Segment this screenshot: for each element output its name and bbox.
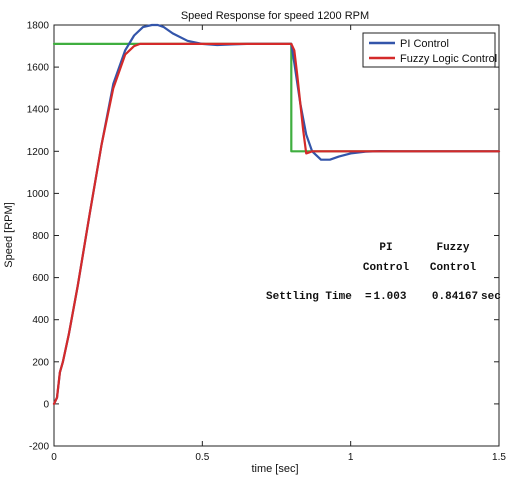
y-tick-label: 400 — [32, 315, 49, 326]
x-axis-label: time [sec] — [251, 463, 298, 475]
annotation-row-label: Settling Time = — [266, 291, 372, 303]
annotation-value-pi: 1.003 — [373, 291, 406, 303]
annotation-col1-line2: Control — [363, 262, 410, 274]
legend: PI Control Fuzzy Logic Control — [362, 32, 497, 68]
annotation-value-fuzzy: 0.84167 — [432, 291, 478, 303]
annotation-col2-line1: Fuzzy — [436, 242, 469, 254]
settling-time-annotation: PI Control Fuzzy Control Settling Time =… — [266, 242, 501, 303]
annotation-col2-line2: Control — [430, 262, 477, 274]
y-tick-label: 0 — [43, 399, 49, 410]
x-tick-label: 1 — [348, 452, 354, 463]
y-tick-label: -200 — [29, 442, 49, 453]
annotation-unit: sec — [481, 291, 501, 303]
x-tick-label: 0 — [51, 452, 57, 463]
y-tick-label: 1000 — [27, 189, 50, 200]
chart-title: Speed Response for speed 1200 RPM — [181, 10, 369, 22]
legend-label-pi: PI Control — [400, 38, 449, 50]
y-tick-label: 1600 — [27, 63, 50, 74]
y-tick-label: 600 — [32, 273, 49, 284]
y-tick-label: 800 — [32, 231, 49, 242]
plot-area: 0 0.5 1 1.5-2000200400600800100012001400160… — [27, 21, 507, 464]
y-axis-label: Speed [RPM] — [3, 202, 15, 267]
annotation-col1-line1: PI — [379, 242, 392, 254]
x-tick-label: 1.5 — [492, 452, 506, 463]
y-tick-label: 1200 — [27, 147, 50, 158]
plot-frame — [53, 24, 500, 447]
series-line-fuzzy-control — [52, 42, 501, 405]
x-tick-label: 0.5 — [195, 452, 209, 463]
y-tick-label: 1400 — [27, 105, 50, 116]
legend-label-fuzzy: Fuzzy Logic Control — [400, 53, 497, 65]
y-tick-label: 1800 — [27, 21, 50, 32]
y-tick-label: 200 — [32, 357, 49, 368]
legend-box — [362, 32, 496, 68]
